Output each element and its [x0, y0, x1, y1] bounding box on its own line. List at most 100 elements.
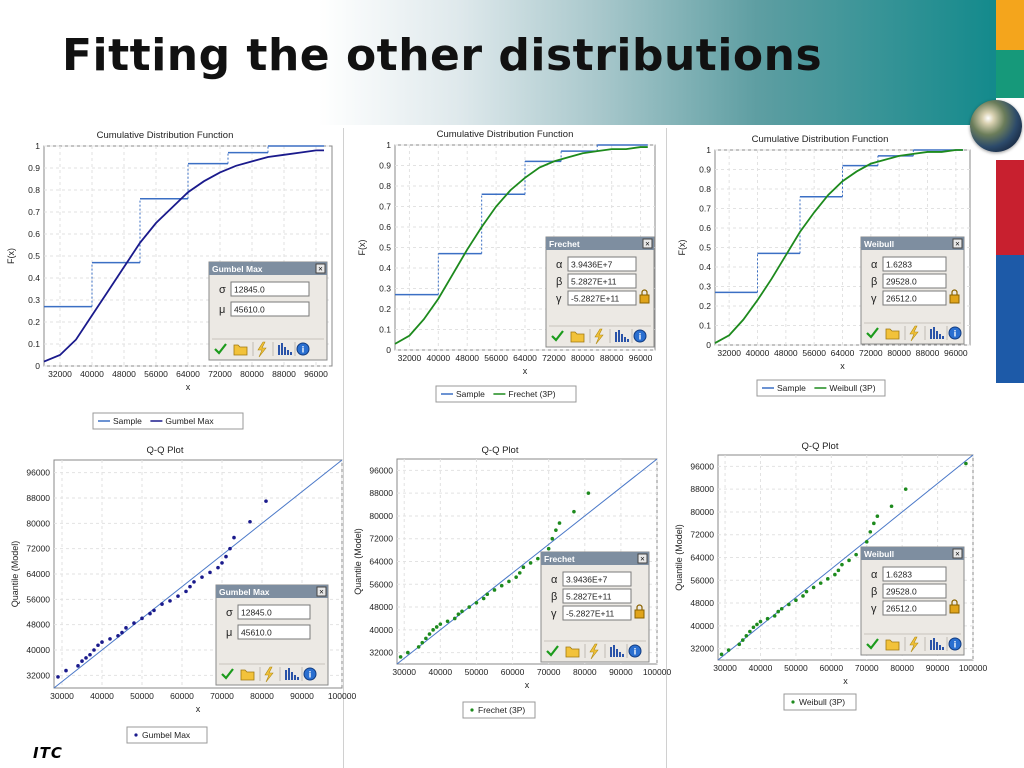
- histogram-icon-bar[interactable]: [615, 332, 617, 342]
- histogram-icon-bar[interactable]: [930, 329, 932, 339]
- histogram-icon-bar[interactable]: [939, 645, 941, 650]
- y-tick-label: 0.7: [699, 204, 711, 214]
- info-icon[interactable]: [303, 667, 317, 681]
- lightning-icon[interactable]: [257, 341, 267, 358]
- param-input[interactable]: [882, 566, 947, 582]
- qq-point: [521, 565, 526, 569]
- histogram-icon-bar[interactable]: [622, 654, 624, 657]
- histogram-icon-bar[interactable]: [624, 337, 626, 342]
- histogram-icon-bar[interactable]: [627, 339, 629, 342]
- histogram-icon-bar[interactable]: [610, 647, 612, 657]
- x-tick-label: 50000: [784, 663, 808, 673]
- checkmark-icon[interactable]: [866, 638, 879, 650]
- lightning-icon[interactable]: [594, 328, 604, 345]
- close-icon[interactable]: [952, 238, 963, 249]
- param-value: 26512.0: [886, 604, 917, 614]
- qq-point: [740, 638, 745, 642]
- x-tick-label: 40000: [90, 691, 114, 701]
- histogram-icon-bar[interactable]: [287, 350, 289, 355]
- histogram-icon-bar[interactable]: [290, 352, 292, 355]
- histogram-icon-bar[interactable]: [936, 642, 938, 650]
- histogram-icon-bar[interactable]: [930, 640, 932, 650]
- histogram-icon-bar[interactable]: [278, 345, 280, 355]
- lightning-icon[interactable]: [909, 325, 919, 342]
- param-input[interactable]: [237, 604, 311, 620]
- param-input[interactable]: [562, 605, 632, 621]
- info-icon[interactable]: [296, 342, 310, 356]
- histogram-icon-bar[interactable]: [936, 331, 938, 339]
- histogram-icon-bar[interactable]: [618, 330, 620, 342]
- param-input[interactable]: [882, 583, 947, 599]
- sample-step-series: [395, 144, 648, 296]
- checkmark-icon[interactable]: [221, 668, 234, 680]
- lightning-icon[interactable]: [264, 666, 274, 683]
- checkmark-icon[interactable]: [546, 645, 559, 657]
- info-icon[interactable]: [633, 329, 647, 343]
- checkmark-icon[interactable]: [214, 343, 227, 355]
- param-input[interactable]: [562, 588, 632, 604]
- y-tick-label: 0.2: [28, 317, 40, 327]
- lock-icon[interactable]: [949, 294, 960, 304]
- qq-point: [100, 640, 104, 644]
- close-icon[interactable]: [315, 263, 326, 274]
- histogram-icon-bar[interactable]: [281, 343, 283, 355]
- folder-icon[interactable]: [565, 646, 580, 658]
- histogram-icon-bar[interactable]: [619, 652, 621, 657]
- y-tick-label: 56000: [369, 579, 393, 589]
- histogram-icon-bar[interactable]: [297, 677, 299, 680]
- lock-icon[interactable]: [639, 294, 650, 304]
- histogram-icon-bar[interactable]: [291, 672, 293, 680]
- checkmark-icon[interactable]: [551, 330, 564, 342]
- legend-label: Frechet (3P): [478, 705, 525, 715]
- histogram-icon-bar[interactable]: [288, 668, 290, 680]
- histogram-icon-bar[interactable]: [939, 334, 941, 339]
- param-input[interactable]: [882, 256, 947, 272]
- histogram-icon-bar[interactable]: [621, 334, 623, 342]
- param-input[interactable]: [230, 301, 310, 317]
- lightning-icon[interactable]: [589, 643, 599, 660]
- y-tick-label: 80000: [690, 507, 714, 517]
- folder-icon[interactable]: [570, 331, 585, 343]
- lock-icon[interactable]: [634, 609, 645, 619]
- y-tick-label: 0.9: [699, 165, 711, 175]
- histogram-icon-bar[interactable]: [933, 638, 935, 650]
- param-input[interactable]: [237, 624, 311, 640]
- param-input[interactable]: [567, 290, 637, 306]
- checkmark-icon[interactable]: [866, 327, 879, 339]
- histogram-icon-bar[interactable]: [284, 347, 286, 355]
- info-icon[interactable]: [948, 326, 962, 340]
- histogram-icon-bar[interactable]: [294, 675, 296, 680]
- qq-point: [811, 585, 816, 590]
- histogram-icon-bar[interactable]: [942, 336, 944, 339]
- param-input[interactable]: [567, 273, 637, 289]
- close-icon[interactable]: [952, 548, 963, 559]
- histogram-icon-bar[interactable]: [616, 649, 618, 657]
- lightning-icon[interactable]: [909, 636, 919, 653]
- close-icon[interactable]: [637, 553, 648, 564]
- folder-icon[interactable]: [240, 669, 255, 681]
- x-axis-label: x: [843, 676, 848, 686]
- histogram-icon-bar[interactable]: [285, 670, 287, 680]
- info-icon[interactable]: [948, 637, 962, 651]
- folder-icon[interactable]: [885, 639, 900, 651]
- param-input[interactable]: [567, 256, 637, 272]
- close-icon[interactable]: [642, 238, 653, 249]
- y-tick-label: 80000: [369, 511, 393, 521]
- x-tick-label: 56000: [144, 369, 168, 379]
- param-input[interactable]: [882, 273, 947, 289]
- close-icon[interactable]: [316, 586, 327, 597]
- folder-icon[interactable]: [885, 328, 900, 340]
- param-input[interactable]: [882, 600, 947, 616]
- lock-icon[interactable]: [949, 604, 960, 614]
- folder-icon[interactable]: [233, 344, 248, 356]
- legend-marker: [791, 700, 795, 704]
- qq-point: [528, 561, 533, 565]
- info-icon[interactable]: [628, 644, 642, 658]
- param-input[interactable]: [562, 571, 632, 587]
- param-input[interactable]: [230, 281, 310, 297]
- histogram-icon-bar[interactable]: [942, 647, 944, 650]
- histogram-icon-bar[interactable]: [933, 327, 935, 339]
- histogram-icon-bar[interactable]: [613, 645, 615, 657]
- y-tick-label: 0.1: [699, 321, 711, 331]
- param-input[interactable]: [882, 290, 947, 306]
